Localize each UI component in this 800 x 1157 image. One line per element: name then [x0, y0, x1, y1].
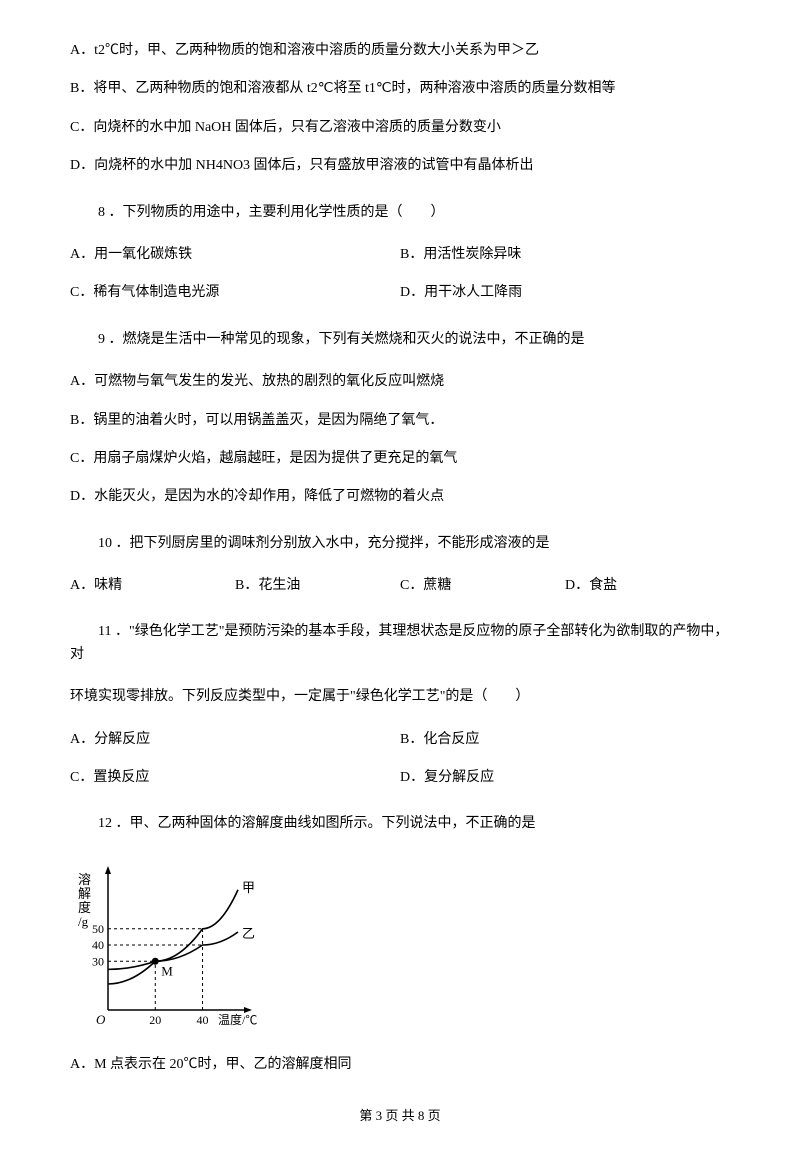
q7-option-d: D．向烧杯的水中加 NH4NO3 固体后，只有盛放甲溶液的试管中有晶体析出 [70, 155, 730, 177]
svg-text:温度/℃: 温度/℃ [218, 1012, 257, 1027]
svg-text:度: 度 [78, 900, 91, 915]
q8-option-c: C．稀有气体制造电光源 [70, 282, 400, 304]
svg-text:O: O [96, 1012, 106, 1027]
q11-option-b: B．化合反应 [400, 729, 730, 751]
svg-text:解: 解 [78, 886, 91, 901]
svg-text:20: 20 [149, 1013, 161, 1027]
svg-text:甲: 甲 [242, 880, 255, 895]
page-content: A．t2℃时，甲、乙两种物质的饱和溶液中溶质的质量分数大小关系为甲＞乙 B．将甲… [0, 0, 800, 1157]
q11-stem-line1: 11 ．"绿色化学工艺"是预防污染的基本手段，其理想状态是反应物的原子全部转化为… [70, 621, 730, 666]
q8-option-a: A．用一氧化碳炼铁 [70, 244, 400, 266]
q10-option-b: B．花生油 [235, 575, 400, 597]
q8-option-d: D．用干冰人工降雨 [400, 282, 730, 304]
q10-stem: 10 ．把下列厨房里的调味剂分别放入水中，充分搅拌，不能形成溶液的是 [70, 533, 730, 555]
q7-option-c: C．向烧杯的水中加 NaOH 固体后，只有乙溶液中溶质的质量分数变小 [70, 117, 730, 139]
svg-text:40: 40 [197, 1013, 209, 1027]
q8-stem: 8 ．下列物质的用途中，主要利用化学性质的是（ ） [70, 202, 730, 224]
q11-option-d: D．复分解反应 [400, 767, 730, 789]
q12-option-a: A．M 点表示在 20℃时，甲、乙的溶解度相同 [70, 1054, 730, 1076]
q8-option-b: B．用活性炭除异味 [400, 244, 730, 266]
svg-text:/g: /g [78, 914, 89, 929]
solubility-chart-svg: 溶解度/g 30 40 50 20 40 O 温度/℃ 甲乙 M [70, 860, 260, 1030]
svg-text:溶: 溶 [78, 872, 91, 887]
solubility-chart: 溶解度/g 30 40 50 20 40 O 温度/℃ 甲乙 M [70, 860, 260, 1030]
svg-text:40: 40 [92, 938, 104, 952]
q10-option-c: C．蔗糖 [400, 575, 565, 597]
q9-stem: 9 ．燃烧是生活中一种常见的现象，下列有关燃烧和灭火的说法中，不正确的是 [70, 329, 730, 351]
q11-row2: C．置换反应 D．复分解反应 [70, 767, 730, 789]
q10-option-a: A．味精 [70, 575, 235, 597]
q11-option-c: C．置换反应 [70, 767, 400, 789]
q10-option-d: D．食盐 [565, 575, 730, 597]
q8-row2: C．稀有气体制造电光源 D．用干冰人工降雨 [70, 282, 730, 304]
q7-option-b: B．将甲、乙两种物质的饱和溶液都从 t2℃将至 t1℃时，两种溶液中溶质的质量分… [70, 78, 730, 100]
q9-option-c: C．用扇子扇煤炉火焰，越扇越旺，是因为提供了更充足的氧气 [70, 448, 730, 470]
q9-option-a: A．可燃物与氧气发生的发光、放热的剧烈的氧化反应叫燃烧 [70, 371, 730, 393]
q11-row1: A．分解反应 B．化合反应 [70, 729, 730, 751]
q7-option-a: A．t2℃时，甲、乙两种物质的饱和溶液中溶质的质量分数大小关系为甲＞乙 [70, 40, 730, 62]
q9-option-d: D．水能灭火，是因为水的冷却作用，降低了可燃物的着火点 [70, 486, 730, 508]
q10-row: A．味精 B．花生油 C．蔗糖 D．食盐 [70, 575, 730, 597]
svg-text:30: 30 [92, 954, 104, 968]
svg-text:M: M [161, 963, 173, 978]
page-footer: 第 3 页 共 8 页 [70, 1106, 730, 1127]
q8-row1: A．用一氧化碳炼铁 B．用活性炭除异味 [70, 244, 730, 266]
q11-stem-line2: 环境实现零排放。下列反应类型中，一定属于"绿色化学工艺"的是（ ） [70, 686, 730, 708]
svg-text:乙: 乙 [242, 926, 255, 941]
q9-option-b: B．锅里的油着火时，可以用锅盖盖灭，是因为隔绝了氧气． [70, 410, 730, 432]
svg-text:50: 50 [92, 922, 104, 936]
q12-stem: 12 ．甲、乙两种固体的溶解度曲线如图所示。下列说法中，不正确的是 [70, 813, 730, 835]
q11-option-a: A．分解反应 [70, 729, 400, 751]
